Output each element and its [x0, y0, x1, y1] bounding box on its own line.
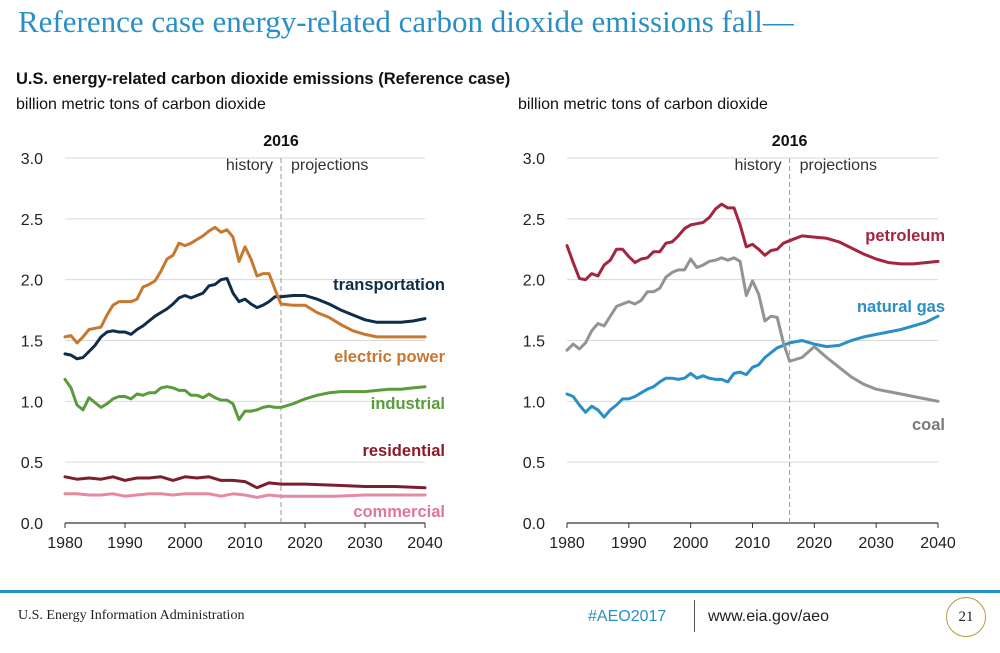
left-chart-unit-label: billion metric tons of carbon dioxide	[16, 96, 266, 113]
y-tick-label: 0.0	[523, 516, 545, 533]
page-number-badge: 21	[946, 597, 986, 637]
series-label-industrial: industrial	[371, 395, 445, 413]
series-label-natural-gas: natural gas	[857, 298, 945, 316]
series-line-transportation	[63, 277, 427, 361]
y-tick-label: 1.0	[21, 394, 43, 411]
x-tick-label: 1980	[549, 535, 585, 552]
series-line-industrial	[63, 377, 427, 422]
x-tick-label: 1990	[107, 535, 143, 552]
right-chart-unit-label: billion metric tons of carbon dioxide	[518, 96, 768, 113]
y-tick-label: 0.0	[21, 516, 43, 533]
x-tick-label: 1990	[611, 535, 647, 552]
chart-title: U.S. energy-related carbon dioxide emiss…	[16, 70, 511, 88]
x-tick-label: 2030	[347, 535, 383, 552]
series-line-residential	[63, 475, 427, 490]
series-label-transportation: transportation	[333, 276, 445, 294]
x-tick-label: 2000	[673, 535, 709, 552]
x-tick-label: 2010	[227, 535, 263, 552]
chart-right: 0.0 0.5 1.0 1.5 2.0 2.5 3.0 1980 1990 2000 2010 202…	[523, 133, 956, 552]
x-tick-label: 1980	[47, 535, 83, 552]
series-label-residential: residential	[362, 442, 445, 460]
x-tick-label: 2040	[407, 535, 443, 552]
x-tick-label: 2000	[167, 535, 203, 552]
history-label: history	[734, 157, 781, 174]
y-tick-label: 2.5	[21, 212, 43, 229]
y-tick-label: 0.5	[523, 455, 545, 472]
footer-url-link[interactable]: www.eia.gov/aeo	[708, 608, 829, 625]
series-label-coal: coal	[912, 416, 945, 434]
y-tick-label: 1.5	[523, 334, 545, 351]
series-line-coal	[565, 256, 940, 403]
y-tick-label: 3.0	[21, 151, 43, 168]
footer-divider	[694, 600, 695, 632]
divider-year-label: 2016	[772, 133, 808, 150]
y-tick-label: 1.5	[21, 334, 43, 351]
series-label-petroleum: petroleum	[865, 227, 945, 245]
y-tick-label: 1.0	[523, 394, 545, 411]
footer-rule	[0, 590, 1000, 593]
series-line-petroleum	[565, 202, 940, 282]
series-label-electric-power: electric power	[334, 348, 446, 366]
series-line-commercial	[63, 492, 427, 499]
x-tick-label: 2040	[920, 535, 956, 552]
y-tick-label: 2.5	[523, 212, 545, 229]
x-tick-label: 2030	[858, 535, 894, 552]
series-line-electric-power	[63, 225, 427, 345]
y-tick-label: 2.0	[21, 273, 43, 290]
x-tick-label: 2020	[287, 535, 323, 552]
slide-title: Reference case energy-related carbon dio…	[18, 4, 794, 39]
x-tick-label: 2010	[735, 535, 771, 552]
series-label-commercial: commercial	[353, 503, 445, 521]
footer-hashtag-link[interactable]: #AEO2017	[588, 608, 667, 625]
footer-agency: U.S. Energy Information Administration	[18, 608, 245, 623]
series-line-natural-gas	[565, 314, 940, 419]
projections-label: projections	[800, 157, 877, 174]
x-tick-label: 2020	[797, 535, 833, 552]
chart-left: 0.0 0.5 1.0 1.5 2.0 2.5 3.0 1980 1990 2000 2010 202…	[21, 133, 446, 552]
history-label: history	[226, 157, 273, 174]
divider-year-label: 2016	[263, 133, 299, 150]
y-tick-label: 2.0	[523, 273, 545, 290]
projections-label: projections	[291, 157, 368, 174]
y-tick-label: 0.5	[21, 455, 43, 472]
y-tick-label: 3.0	[523, 151, 545, 168]
